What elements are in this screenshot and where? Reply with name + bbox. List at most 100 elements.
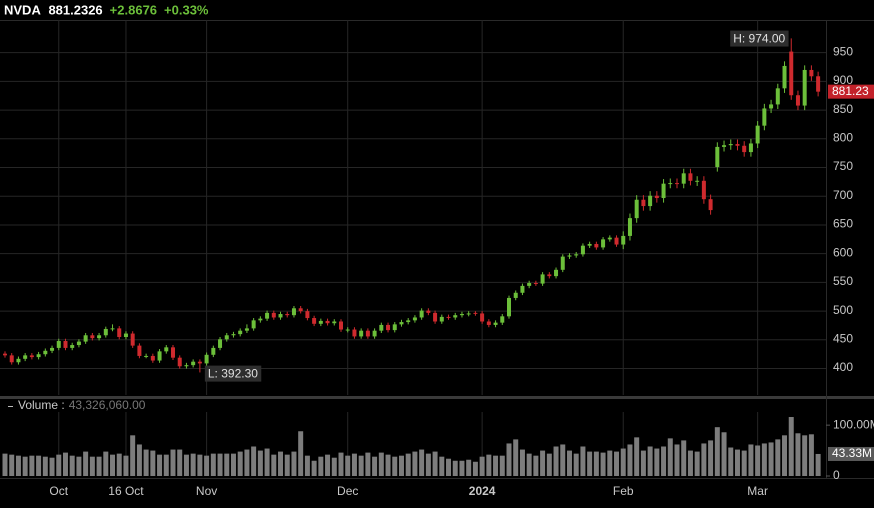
candle-body	[459, 314, 464, 316]
candle-body	[238, 330, 243, 335]
volume-bar	[714, 427, 720, 476]
y-tick-label: 700	[833, 188, 853, 202]
volume-bar	[573, 453, 579, 476]
x-tick-label: Mar	[747, 484, 768, 498]
volume-bar	[634, 437, 640, 476]
volume-bar	[614, 451, 620, 476]
candle-body	[204, 354, 209, 364]
low-label: L: 392.30	[204, 365, 262, 382]
volume-bar	[446, 458, 452, 476]
candle-body	[271, 312, 276, 318]
low-label-box	[204, 365, 262, 382]
candle-body	[345, 329, 350, 331]
volume-bar	[190, 453, 196, 476]
volume-bar	[237, 451, 243, 476]
candle-body	[224, 335, 229, 340]
candle-body	[789, 51, 794, 96]
volume-bar	[311, 460, 317, 476]
volume-bar	[452, 460, 458, 476]
volume-bar	[734, 449, 740, 476]
volume-bar	[264, 448, 270, 476]
candle-body	[769, 104, 774, 109]
volume-bar	[432, 451, 438, 476]
volume-bar	[553, 446, 559, 476]
candle-body	[97, 335, 102, 339]
candle-body	[399, 322, 404, 325]
volume-bar	[755, 445, 761, 476]
volume-bar	[513, 439, 519, 476]
volume-bar	[62, 452, 68, 476]
candle-body	[493, 322, 498, 325]
y-tick-label: 950	[833, 44, 853, 58]
volume-bar	[687, 450, 693, 476]
volume-bar	[251, 446, 257, 476]
volume-bar	[472, 461, 478, 476]
high-label-text: H: 974.00	[733, 32, 785, 46]
volume-bar	[587, 451, 593, 476]
candle-body	[197, 361, 202, 364]
volume-bar	[49, 457, 55, 476]
volume-bar	[627, 444, 633, 476]
volume-bar	[257, 450, 263, 476]
candle-body	[782, 65, 787, 89]
candle-body	[554, 269, 559, 277]
volume-bar	[291, 451, 297, 476]
candle-body	[291, 308, 296, 316]
last-price-box	[828, 84, 874, 99]
candle-body	[540, 274, 545, 284]
candle-body	[601, 239, 606, 248]
candle-body	[574, 254, 579, 256]
x-tick-label: Dec	[337, 484, 358, 498]
candle-body	[191, 361, 196, 366]
change-percent: +0.33%	[164, 2, 209, 17]
candle-body	[453, 315, 458, 318]
y-tick-label: 450	[833, 331, 853, 345]
volume-bar	[741, 450, 747, 476]
volume-bar	[130, 435, 136, 476]
volume-bar	[526, 453, 532, 476]
volume-bar	[775, 439, 781, 476]
y-tick-label: 750	[833, 159, 853, 173]
candle-body	[648, 195, 653, 207]
volume-bar	[378, 452, 384, 476]
x-tick-label: Oct	[49, 484, 68, 498]
volume-bar	[157, 454, 163, 476]
candle-body	[486, 321, 491, 325]
volume-value: 43,326,060.00	[69, 398, 146, 412]
volume-bar	[338, 452, 344, 476]
candle-body	[177, 357, 182, 367]
candle-body	[614, 237, 619, 245]
volume-bar	[412, 451, 418, 476]
candle-body	[708, 199, 713, 211]
volume-bar	[815, 453, 821, 476]
volume-tick-label: 0	[833, 468, 840, 482]
candle-body	[258, 318, 263, 321]
volume-bar	[123, 455, 129, 476]
candle-body	[533, 283, 538, 285]
candle-body	[184, 365, 189, 367]
volume-bar	[42, 456, 48, 476]
volume-bar	[385, 454, 391, 476]
volume-bar	[304, 455, 310, 476]
y-tick-label: 400	[833, 360, 853, 374]
candle-body	[70, 345, 75, 348]
candle-body	[412, 317, 417, 321]
change: +2.8676	[110, 2, 157, 17]
volume-bar	[392, 456, 398, 476]
volume-bar	[204, 455, 210, 476]
candle-body	[513, 292, 518, 298]
volume-bar	[244, 449, 250, 476]
candle-body	[816, 76, 821, 92]
high-label: H: 974.00	[730, 30, 789, 47]
panel-separator	[0, 396, 874, 399]
candle-body	[755, 125, 760, 144]
volume-title: Volume :	[18, 398, 65, 412]
volume-bar	[345, 455, 351, 476]
volume-bar	[486, 454, 492, 476]
volume-bar	[331, 457, 337, 476]
candle-body	[83, 335, 88, 342]
volume-bar	[36, 455, 42, 476]
volume-bar	[318, 456, 324, 476]
volume-bar	[278, 451, 284, 476]
